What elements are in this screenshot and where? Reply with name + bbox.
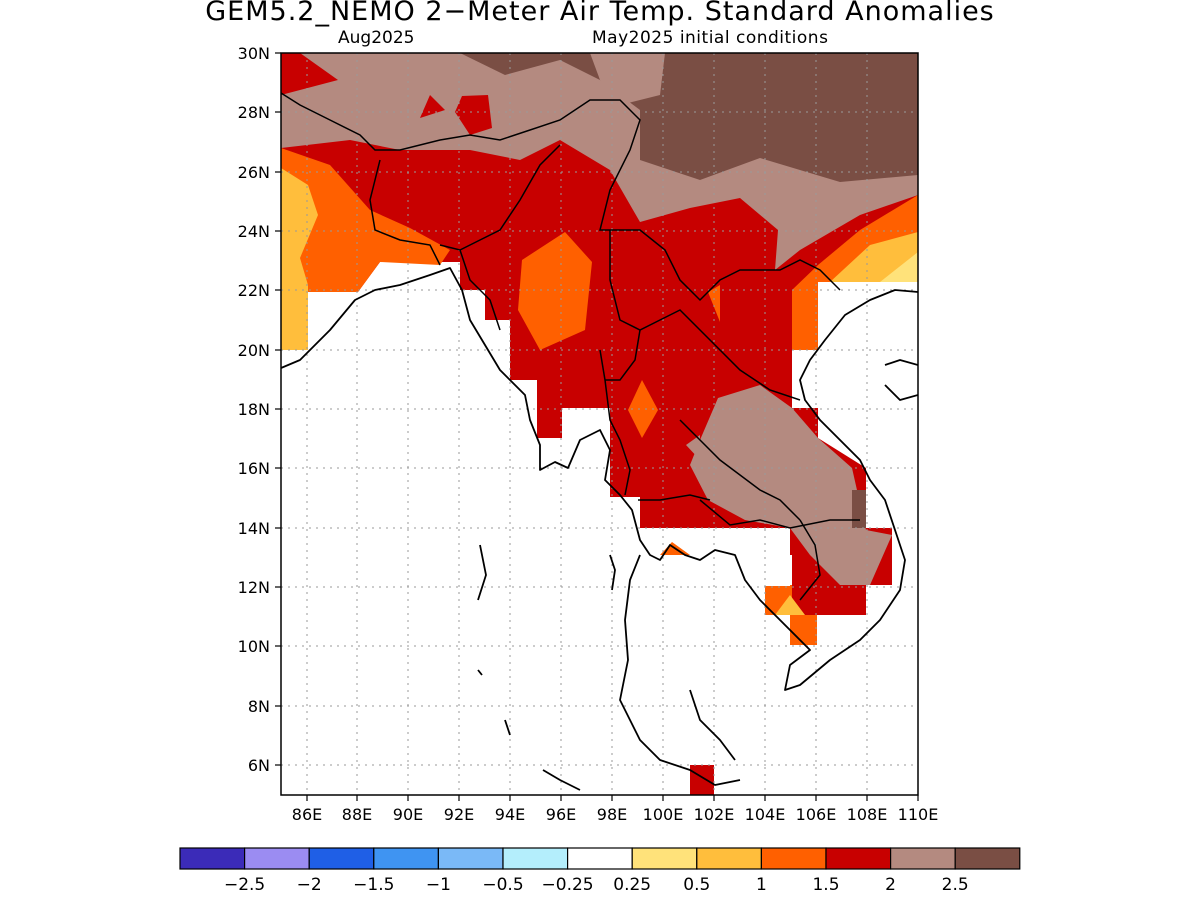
- tick-marks: [275, 52, 919, 801]
- colorbar-label: 2.5: [942, 875, 969, 895]
- lat-tick-label: 18N: [238, 400, 270, 419]
- lat-tick-label: 24N: [238, 222, 270, 241]
- anomaly-patch-red-north: [281, 53, 338, 95]
- anomaly-patch-brown-small: [686, 435, 700, 460]
- lon-tick-label: 92E: [444, 805, 474, 824]
- colorbar-swatch: [889, 847, 956, 870]
- anomaly-patch-orange-south-2: [790, 615, 817, 645]
- anomaly-patch-red-north-3: [420, 95, 445, 118]
- lat-tick-label: 8N: [248, 697, 270, 716]
- colorbar-label: −2: [297, 875, 322, 895]
- lon-tick-label: 102E: [694, 805, 735, 824]
- lon-tick-label: 94E: [495, 805, 525, 824]
- anomaly-patch-orange-laos: [708, 285, 720, 322]
- colorbar-swatch: [373, 847, 439, 870]
- colorbar: −2.5 −2 −1.5 −1 −0.5 −0.25 0.25 0.5 1 1.5 2 2.5: [179, 847, 1021, 895]
- lat-tick-label: 20N: [238, 341, 270, 360]
- colorbar-label: 2: [885, 875, 896, 895]
- initial-conditions-label: May2025 initial conditions: [592, 28, 829, 48]
- colorbar-swatch: [825, 847, 892, 870]
- lat-tick-label: 28N: [238, 103, 270, 122]
- anomaly-patch-red-north-2: [455, 95, 492, 135]
- map-title: GEM5.2_NEMO 2−Meter Air Temp. Standard A…: [205, 0, 995, 27]
- anomaly-patch-south: [690, 765, 714, 795]
- colorbar-label: 1.5: [812, 875, 839, 895]
- coastlines: [281, 267, 918, 791]
- anomaly-patch-yellow-south: [775, 595, 805, 615]
- anomaly-region-orange-central: [518, 232, 592, 350]
- colorbar-swatch: [437, 847, 504, 870]
- colorbar-swatch: [631, 847, 698, 870]
- lon-tick-label: 100E: [643, 805, 684, 824]
- colorbar-label: −0.5: [482, 875, 523, 895]
- anomaly-patch-brown-mid: [590, 53, 665, 105]
- anomaly-region-orange-west: [281, 148, 450, 350]
- anomaly-region-light-orange-west: [281, 168, 318, 350]
- colorbar-label: −1.5: [353, 875, 394, 895]
- plot-frame: [280, 52, 919, 796]
- colorbar-label: −0.25: [542, 875, 594, 895]
- country-borders: [281, 92, 860, 601]
- anomaly-region-dark-brown: [460, 53, 918, 182]
- colorbar-swatch: [502, 847, 569, 870]
- lon-tick-label: 98E: [597, 805, 627, 824]
- colorbar-swatch: [566, 847, 633, 870]
- lat-tick-label: 12N: [238, 578, 270, 597]
- lon-tick-label: 106E: [796, 805, 837, 824]
- colorbar-swatch: [760, 847, 827, 870]
- colorbar-label: 0.25: [613, 875, 651, 895]
- colorbar-label: −2.5: [224, 875, 265, 895]
- colorbar-swatch: [179, 847, 246, 870]
- longitude-labels: 86E 88E 90E 92E 94E 96E 98E 100E 102E 10…: [292, 805, 939, 824]
- colorbar-swatch: [696, 847, 762, 870]
- mask-area: [738, 528, 790, 586]
- lon-tick-label: 90E: [393, 805, 423, 824]
- anomaly-region-orange-small: [628, 380, 658, 438]
- colorbar-swatch: [954, 847, 1021, 870]
- lat-tick-label: 26N: [238, 163, 270, 182]
- lon-tick-label: 88E: [342, 805, 372, 824]
- lon-tick-label: 86E: [292, 805, 322, 824]
- valid-month-label: Aug2025: [338, 28, 415, 48]
- colorbar-label: 1: [756, 875, 767, 895]
- anomaly-region-brown-east: [690, 385, 892, 585]
- lon-tick-label: 110E: [898, 805, 939, 824]
- colorbar-label: 0.5: [683, 875, 710, 895]
- anomaly-field: [281, 53, 918, 795]
- lat-tick-label: 10N: [238, 637, 270, 656]
- latitude-labels: 6N 8N 10N 12N 14N 16N 18N 20N 22N 24N 26…: [238, 44, 270, 775]
- anomaly-region-yellow-east: [880, 252, 918, 282]
- lon-tick-label: 104E: [745, 805, 786, 824]
- colorbar-swatch: [244, 847, 310, 870]
- lon-tick-label: 96E: [546, 805, 576, 824]
- lat-tick-label: 30N: [238, 44, 270, 63]
- colorbar-label: −1: [426, 875, 451, 895]
- lat-tick-label: 22N: [238, 281, 270, 300]
- lat-tick-label: 6N: [248, 756, 270, 775]
- lat-tick-label: 16N: [238, 459, 270, 478]
- anomaly-patch-dark-brown-east: [852, 490, 866, 528]
- lat-tick-label: 14N: [238, 519, 270, 538]
- colorbar-swatch: [308, 847, 375, 870]
- lon-tick-label: 108E: [847, 805, 888, 824]
- gridlines: [281, 53, 918, 795]
